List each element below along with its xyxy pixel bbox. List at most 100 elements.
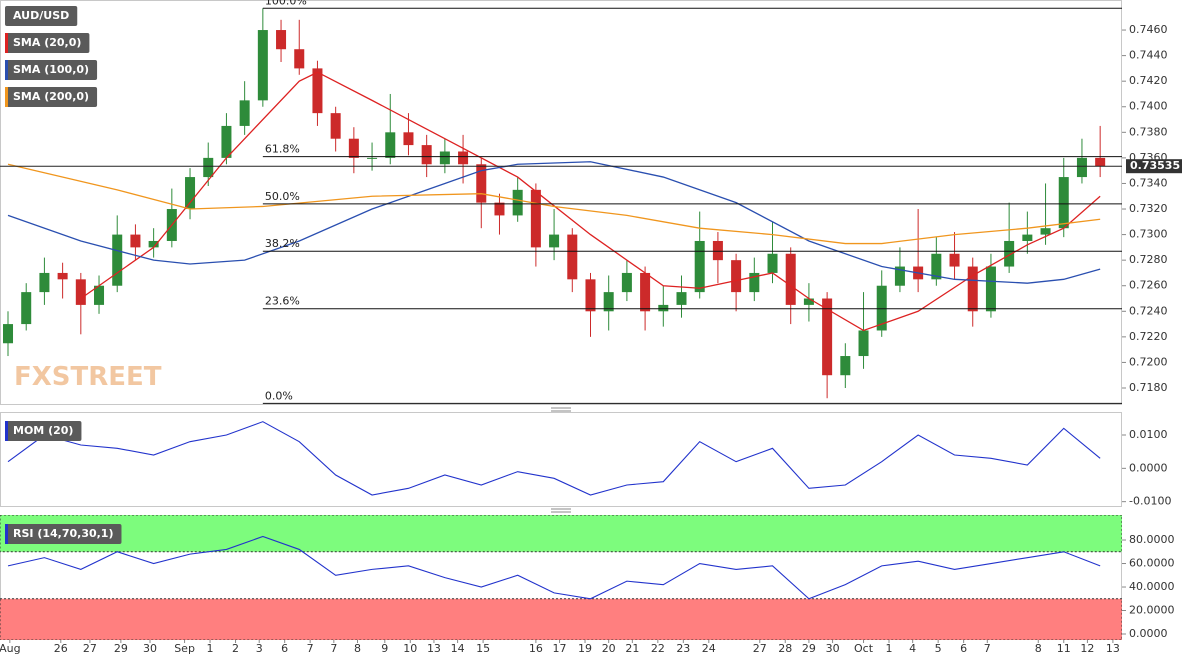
- candle-body: [549, 234, 560, 248]
- lower-zone: [0, 598, 1122, 640]
- y-tick-label: 0.7340: [1129, 176, 1168, 189]
- candle-body: [676, 292, 687, 305]
- candle-body: [330, 113, 341, 139]
- y-tick-label: 0.7180: [1129, 381, 1168, 394]
- x-tick-label: 17: [553, 642, 567, 655]
- x-tick-label: 5: [935, 642, 942, 655]
- candle-body: [403, 132, 414, 146]
- fib-label: 0.0%: [265, 389, 293, 402]
- candle-body: [130, 234, 141, 248]
- x-tick-label: Oct: [854, 642, 874, 655]
- y-tick-label: 0.0000: [1129, 627, 1168, 640]
- y-tick-label: 80.0000: [1129, 533, 1175, 546]
- x-tick-label: 7: [330, 642, 337, 655]
- x-tick-label: 27: [83, 642, 97, 655]
- y-tick-label: 0.7220: [1129, 330, 1168, 343]
- candle-body: [858, 330, 869, 357]
- candle-body: [731, 260, 742, 293]
- legend-box: [5, 33, 90, 53]
- y-tick-label: 0.7460: [1129, 23, 1168, 36]
- candle-body: [1058, 177, 1069, 229]
- legend-swatch: [5, 421, 8, 441]
- last-price-label: 0.73535: [1130, 159, 1180, 172]
- x-tick-label: 7: [984, 642, 991, 655]
- y-tick-label: 0.7260: [1129, 279, 1168, 292]
- legend-swatch: [5, 87, 8, 107]
- y-tick-label: 0.7240: [1129, 304, 1168, 317]
- candle-body: [476, 164, 487, 203]
- y-tick-label: 0.7200: [1129, 355, 1168, 368]
- candle-body: [221, 125, 232, 158]
- candle-body: [640, 272, 651, 312]
- legend-box: [5, 421, 82, 441]
- legend-item: MOM (20): [5, 421, 82, 441]
- candle-body: [658, 304, 669, 312]
- splitter[interactable]: [551, 508, 571, 513]
- legend-box: [5, 6, 78, 26]
- plot-area: [0, 515, 1122, 640]
- candle-body: [385, 132, 396, 158]
- x-tick-label: 24: [702, 642, 716, 655]
- x-tick-label: 13: [1106, 642, 1120, 655]
- candle-body: [530, 189, 541, 248]
- x-tick-label: 15: [476, 642, 490, 655]
- x-tick-label: 14: [451, 642, 465, 655]
- legend-box: [5, 524, 122, 544]
- candle-body: [931, 253, 942, 280]
- x-tick-label: 1: [886, 642, 893, 655]
- legend-item: SMA (20,0): [5, 33, 90, 53]
- legend-item: SMA (100,0): [5, 60, 98, 80]
- y-tick-label: 60.0000: [1129, 557, 1175, 570]
- candle-body: [21, 292, 32, 325]
- fib-label: 50.0%: [265, 190, 300, 203]
- candle-body: [1022, 234, 1033, 241]
- indicator-line: [7, 421, 1101, 496]
- x-tick-label: 7: [307, 642, 314, 655]
- candle-body: [967, 266, 978, 312]
- candle-body: [439, 151, 450, 165]
- plot-area: [7, 421, 1101, 496]
- fib-label: 61.8%: [265, 143, 300, 156]
- legend-swatch: [5, 60, 8, 80]
- candle-body: [712, 240, 723, 261]
- x-tick-label: 20: [602, 642, 616, 655]
- legend-item: AUD/USD: [5, 6, 78, 26]
- legend-label: SMA (200,0): [13, 90, 89, 103]
- candle-body: [75, 279, 86, 305]
- x-tick-label: 22: [651, 642, 665, 655]
- y-tick-label: 0.7380: [1129, 125, 1168, 138]
- candle-body: [203, 157, 214, 178]
- main-frame: [0, 0, 1122, 405]
- candle-body: [257, 30, 268, 101]
- x-tick-label: 8: [354, 642, 361, 655]
- sma-line: [80, 71, 1101, 332]
- candle-body: [603, 292, 614, 312]
- plot-area: [3, 8, 1106, 399]
- legend-swatch: [5, 524, 8, 544]
- candle-body: [57, 272, 68, 280]
- legend-box: [5, 60, 98, 80]
- x-tick-label: 4: [909, 642, 916, 655]
- x-tick-label: 30: [143, 642, 157, 655]
- indicator-line: [7, 535, 1101, 600]
- candle-body: [621, 272, 632, 293]
- candle-body: [1076, 157, 1087, 178]
- y-tick-label: 40.0000: [1129, 580, 1175, 593]
- candle-body: [785, 253, 796, 305]
- x-tick-label: Sep: [174, 642, 195, 655]
- candle-body: [694, 240, 705, 293]
- x-tick-label: 30: [826, 642, 840, 655]
- candle-body: [876, 285, 887, 331]
- watermark: FXSTREET: [14, 362, 162, 392]
- y-tick-label: 0.7320: [1129, 202, 1168, 215]
- legend-label: MOM (20): [13, 424, 73, 437]
- x-tick-label: 8: [1035, 642, 1042, 655]
- x-tick-label: 1: [207, 642, 214, 655]
- x-tick-label: 19: [578, 642, 592, 655]
- splitter[interactable]: [551, 407, 571, 412]
- legend-label: AUD/USD: [13, 9, 69, 22]
- fib-label: 23.6%: [265, 295, 300, 308]
- legend-item: RSI (14,70,30,1): [5, 524, 122, 544]
- candle-body: [822, 298, 833, 376]
- sma-line: [7, 161, 1101, 284]
